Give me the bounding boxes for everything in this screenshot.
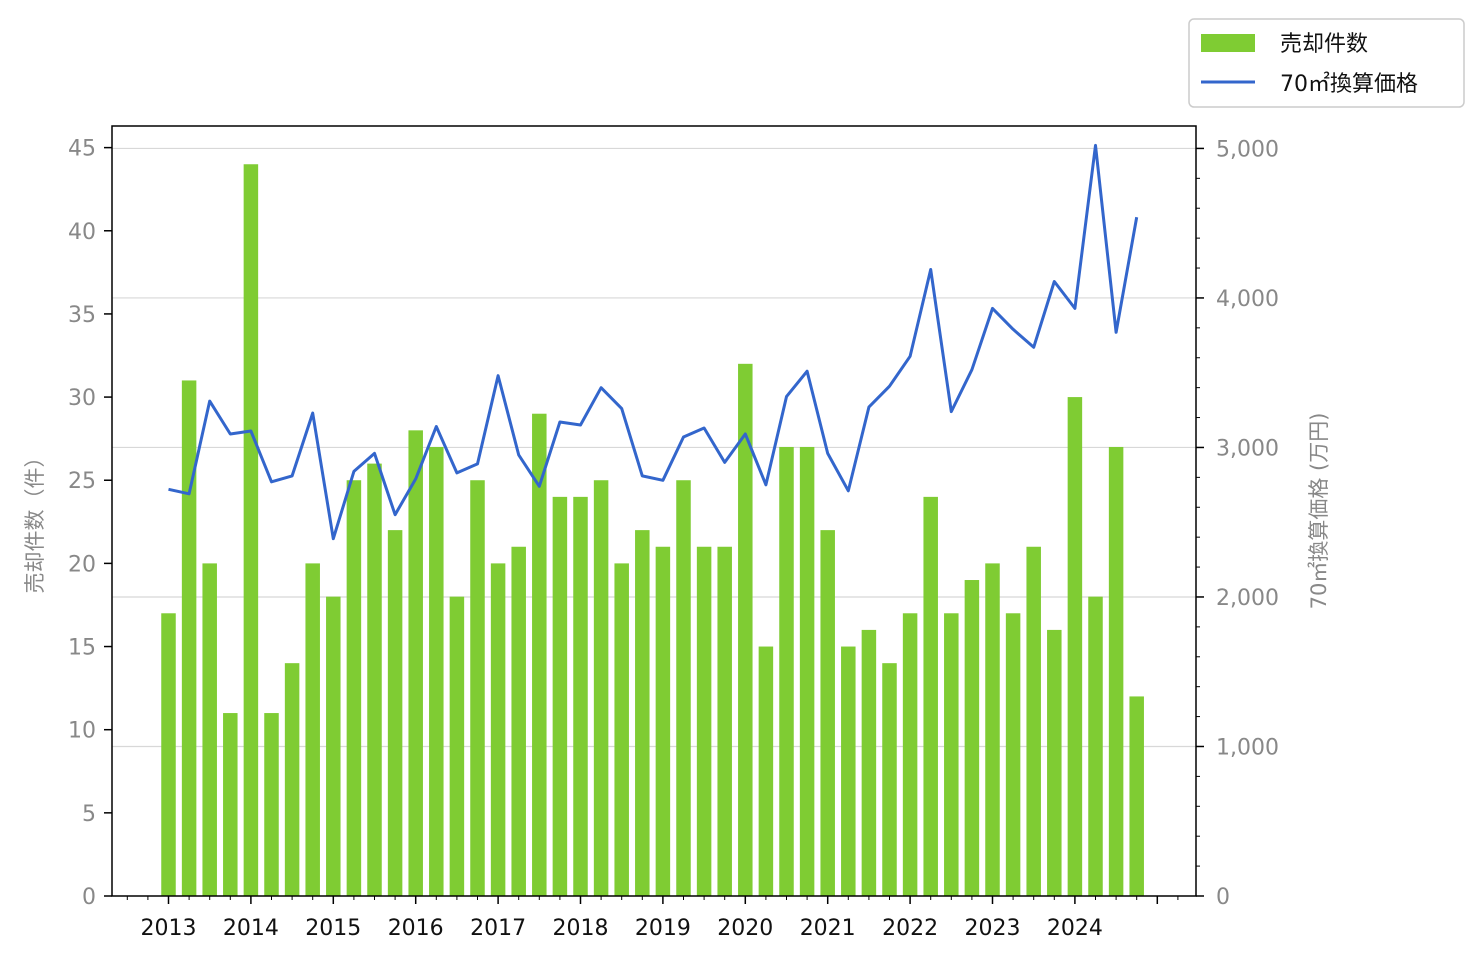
x-tick-label: 2021 [800,916,856,941]
left-tick-label: 25 [68,469,96,494]
bar [181,380,197,897]
bar [696,546,712,896]
x-tick-label: 2022 [882,916,938,941]
bar [305,563,320,896]
bar [326,596,341,896]
x-tick-label: 2024 [1047,916,1103,941]
bar [861,629,877,896]
legend-bar-swatch [1201,34,1255,52]
bar [1088,596,1103,896]
bar [593,480,609,896]
bar [882,663,897,896]
bar [346,480,362,896]
legend-bar-label: 売却件数 [1280,32,1368,57]
x-tick-label: 2013 [141,916,197,941]
bar [1047,629,1062,896]
bar [1026,546,1041,896]
left-tick-label: 40 [68,220,96,245]
bar [964,580,980,896]
right-tick-label: 0 [1216,885,1230,910]
bar [1005,613,1021,896]
bar [820,530,835,896]
bar [1108,446,1124,896]
bar [1129,696,1144,896]
x-tick-label: 2023 [965,916,1021,941]
bar [387,530,403,896]
line-series [168,143,1139,541]
bar [779,446,794,896]
left-tick-label: 0 [82,885,96,910]
bar [490,563,506,896]
bar [243,164,259,896]
axes: 0 5 10 15 20 25 30 35 40 45 0 1,000 2,000 3,000 4,000 5… [68,137,1279,941]
bar [552,496,568,896]
right-tick-label: 2,000 [1216,586,1279,611]
bar [367,463,382,896]
bar [902,613,918,896]
bar [223,713,238,896]
left-tick-label: 10 [68,719,96,744]
left-tick-label: 5 [82,802,96,827]
legend-line-label: 70㎡換算価格 [1280,71,1418,97]
bar [470,480,485,896]
bar [985,563,1000,896]
right-tick-label: 5,000 [1216,137,1279,162]
x-tick-label: 2016 [388,916,444,941]
plot-frame [111,125,1197,897]
left-axis-label: 売却件数（件） [23,447,47,594]
bar [264,713,279,896]
bar [532,413,547,896]
bar-series [161,164,1144,897]
right-tick-label: 4,000 [1216,287,1279,312]
bar [202,563,217,896]
bar [284,663,300,896]
x-tick-label: 2014 [223,916,279,941]
bar [655,546,671,896]
x-tick-label: 2015 [305,916,361,941]
legend-box [1188,18,1465,108]
x-tick-label: 2020 [717,916,773,941]
right-tick-label: 1,000 [1216,735,1279,760]
bar [923,496,938,896]
bar [738,363,753,896]
bar [635,530,650,896]
left-tick-label: 30 [68,386,96,411]
bar [429,446,444,896]
left-tick-label: 20 [68,552,96,577]
bar [161,613,176,896]
bar [717,546,732,896]
x-tick-label: 2017 [470,916,526,941]
bar [449,596,465,896]
x-tick-label: 2018 [553,916,609,941]
right-axis-label: 70㎡換算価格 (万円) [1307,413,1331,610]
bar [511,546,526,896]
bar [799,446,815,896]
left-tick-label: 15 [68,636,96,661]
bar [1067,397,1083,896]
left-tick-label: 35 [68,303,96,328]
left-tick-label: 45 [68,137,96,162]
right-tick-label: 3,000 [1216,436,1279,461]
bar [841,646,856,896]
price-line [168,143,1139,541]
bar [408,430,423,896]
legend: 売却件数 70㎡換算価格 [1188,18,1465,108]
x-tick-label: 2019 [635,916,691,941]
bar [676,480,691,896]
bar [944,613,959,896]
bar [614,563,629,896]
bar [758,646,774,896]
bar [573,496,588,896]
